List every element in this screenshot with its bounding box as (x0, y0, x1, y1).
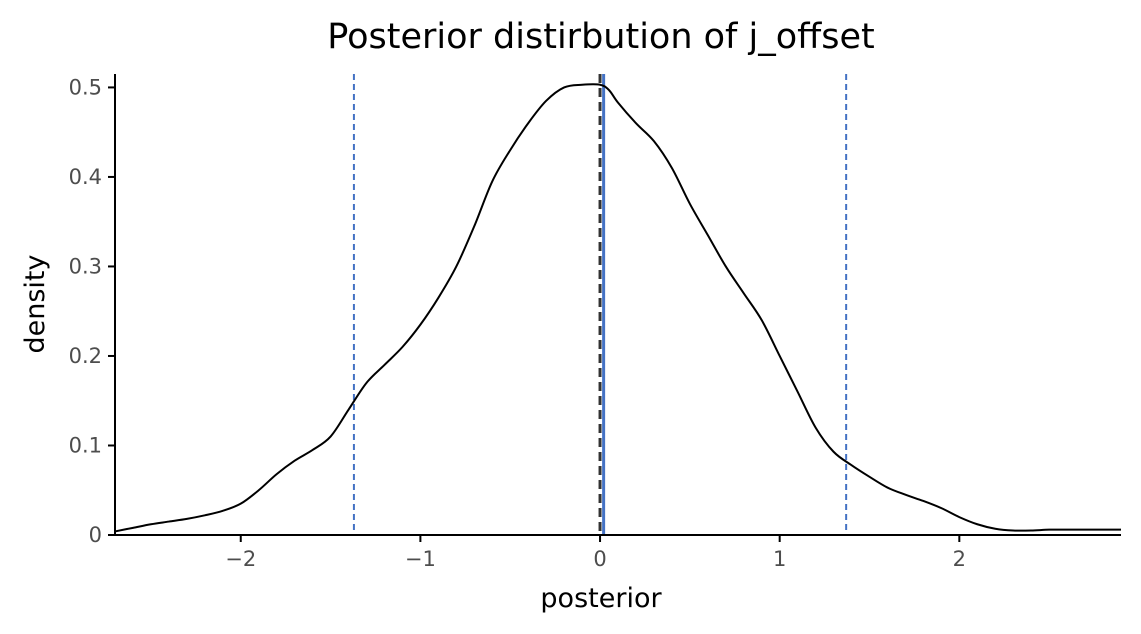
x-tick-label: −1 (405, 547, 436, 571)
y-axis-ticks: 0 0.1 0.2 0.3 0.4 0.5 (69, 75, 115, 547)
y-tick-label: 0.4 (69, 165, 102, 189)
x-tick-label: −2 (225, 547, 256, 571)
reference-lines (352, 74, 848, 535)
y-tick-label: 0 (89, 523, 102, 547)
y-tick-label: 0.1 (69, 433, 102, 457)
y-axis-label: density (20, 254, 51, 353)
density-curve (114, 83, 1121, 533)
x-tick-label: 1 (773, 547, 786, 571)
x-axis-ticks: −2 −1 0 1 2 (225, 535, 966, 571)
y-tick-label: 0.3 (69, 254, 102, 278)
x-axis-label: posterior (540, 583, 662, 614)
chart-title: Posterior distirbution of j_offset (327, 17, 875, 57)
x-tick-label: 2 (953, 547, 966, 571)
plot-area (114, 74, 1121, 535)
x-tick-label: 0 (593, 547, 606, 571)
y-tick-label: 0.5 (69, 75, 102, 99)
y-tick-label: 0.2 (69, 344, 102, 368)
